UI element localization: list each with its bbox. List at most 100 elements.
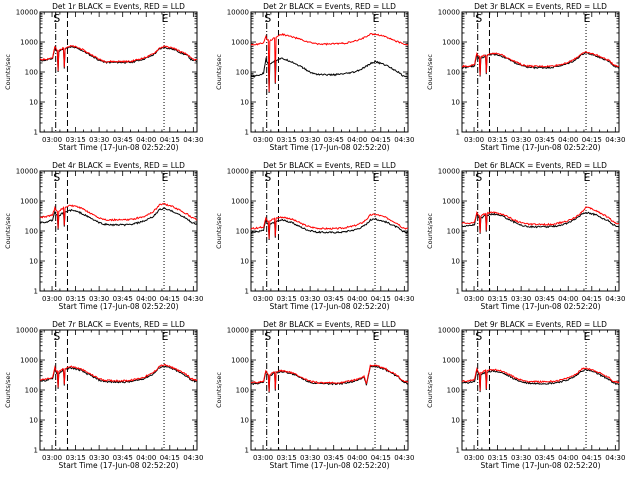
y-tick-label: 1 <box>34 129 38 137</box>
marker-label: E <box>373 12 380 25</box>
marker-label: S <box>53 12 60 25</box>
x-tick-label: 03:30 <box>300 454 320 462</box>
x-tick-label: 04:30 <box>183 454 203 462</box>
y-tick-label: 10000 <box>16 168 38 176</box>
marker-label: S <box>475 330 482 343</box>
x-axis-label: Start Time (17-Jun-08 02:52:20) <box>481 143 601 152</box>
y-tick-label: 10 <box>451 417 460 425</box>
x-tick-label: 04:15 <box>582 295 602 303</box>
marker-label: S <box>53 171 60 184</box>
x-tick-label: 03:15 <box>276 295 296 303</box>
x-axis-label: Start Time (17-Jun-08 02:52:20) <box>481 302 601 311</box>
x-tick-label: 03:15 <box>65 295 85 303</box>
y-tick-label: 10000 <box>16 9 38 17</box>
chart-panel-2: Det 2r BLACK = Events, RED = LLD 1 10 100 10… <box>215 2 414 152</box>
chart-title: Det 3r BLACK = Events, RED = LLD <box>474 2 607 11</box>
x-tick-label: 03:30 <box>89 136 109 144</box>
y-tick-label: 1000 <box>231 198 249 206</box>
y-tick-label: 10 <box>29 258 38 266</box>
marker-label: S <box>264 12 271 25</box>
y-tick-label: 1000 <box>20 198 38 206</box>
x-tick-label: 03:00 <box>464 454 484 462</box>
chart-title: Det 2r BLACK = Events, RED = LLD <box>263 2 396 11</box>
lld-series-line <box>39 363 198 388</box>
chart-panel-9: Det 9r BLACK = Events, RED = LLD 1 10 100 10… <box>426 320 625 470</box>
marker-label: S <box>264 171 271 184</box>
x-tick-label: 03:45 <box>113 454 133 462</box>
marker-label: E <box>162 12 169 25</box>
x-tick-label: 04:15 <box>160 295 180 303</box>
events-series-line <box>250 57 409 94</box>
chart-title: Det 1r BLACK = Events, RED = LLD <box>52 2 185 11</box>
y-tick-label: 1 <box>34 288 38 296</box>
chart-panel-8: Det 8r BLACK = Events, RED = LLD 1 10 100 10… <box>215 320 414 470</box>
x-tick-label: 04:30 <box>183 295 203 303</box>
x-tick-label: 04:15 <box>160 454 180 462</box>
x-axis-label: Start Time (17-Jun-08 02:52:20) <box>59 461 179 470</box>
lld-series-line <box>461 51 620 76</box>
x-tick-label: 03:45 <box>535 454 555 462</box>
marker-label: E <box>373 330 380 343</box>
lld-series-line <box>461 206 620 233</box>
x-tick-label: 03:45 <box>535 295 555 303</box>
y-tick-label: 1 <box>456 129 460 137</box>
x-tick-label: 03:45 <box>535 136 555 144</box>
lld-series-line <box>461 367 620 391</box>
marker-label: E <box>584 12 591 25</box>
x-tick-label: 04:00 <box>347 136 367 144</box>
x-tick-label: 04:15 <box>160 136 180 144</box>
x-tick-label: 03:00 <box>42 295 62 303</box>
y-tick-label: 1000 <box>20 357 38 365</box>
marker-label: E <box>584 171 591 184</box>
y-tick-label: 10000 <box>227 9 249 17</box>
x-tick-label: 04:00 <box>347 295 367 303</box>
chart-panel-4: Det 4r BLACK = Events, RED = LLD 1 10 100 10… <box>4 161 203 311</box>
x-tick-label: 04:00 <box>136 295 156 303</box>
y-axis-label: Counts/sec <box>4 213 12 249</box>
x-axis-label: Start Time (17-Jun-08 02:52:20) <box>270 143 390 152</box>
x-tick-label: 04:15 <box>371 136 391 144</box>
x-tick-label: 04:15 <box>371 295 391 303</box>
x-tick-label: 03:15 <box>65 454 85 462</box>
y-tick-label: 10 <box>29 99 38 107</box>
lld-series-line <box>250 32 409 92</box>
x-tick-label: 03:30 <box>300 136 320 144</box>
y-axis-label: Counts/sec <box>426 54 434 90</box>
x-tick-label: 03:15 <box>487 295 507 303</box>
y-tick-label: 10 <box>451 258 460 266</box>
y-tick-label: 1 <box>245 129 249 137</box>
chart-panel-7: Det 7r BLACK = Events, RED = LLD 1 10 100 10… <box>4 320 203 470</box>
y-tick-label: 1000 <box>442 357 460 365</box>
y-tick-label: 1000 <box>231 357 249 365</box>
chart-panel-5: Det 5r BLACK = Events, RED = LLD 1 10 100 10… <box>215 161 414 311</box>
x-tick-label: 04:30 <box>394 454 414 462</box>
x-tick-label: 03:30 <box>511 136 531 144</box>
x-tick-label: 03:00 <box>253 136 273 144</box>
chart-title: Det 4r BLACK = Events, RED = LLD <box>52 161 185 170</box>
y-tick-label: 100 <box>25 69 38 77</box>
marker-label: E <box>373 171 380 184</box>
x-tick-label: 03:15 <box>276 454 296 462</box>
chart-title: Det 5r BLACK = Events, RED = LLD <box>263 161 396 170</box>
chart-title: Det 8r BLACK = Events, RED = LLD <box>263 320 396 329</box>
x-tick-label: 03:15 <box>65 136 85 144</box>
x-tick-label: 04:15 <box>582 136 602 144</box>
x-axis-label: Start Time (17-Jun-08 02:52:20) <box>270 302 390 311</box>
x-axis-label: Start Time (17-Jun-08 02:52:20) <box>59 302 179 311</box>
y-tick-label: 1 <box>456 447 460 455</box>
x-tick-label: 04:30 <box>605 454 625 462</box>
x-tick-label: 03:30 <box>300 295 320 303</box>
chart-title: Det 9r BLACK = Events, RED = LLD <box>474 320 607 329</box>
y-tick-label: 100 <box>25 387 38 395</box>
x-axis-label: Start Time (17-Jun-08 02:52:20) <box>270 461 390 470</box>
y-tick-label: 1000 <box>442 39 460 47</box>
events-series-line <box>461 211 620 234</box>
x-tick-label: 03:00 <box>42 454 62 462</box>
x-tick-label: 03:00 <box>464 136 484 144</box>
x-tick-label: 04:00 <box>558 295 578 303</box>
y-tick-label: 10 <box>240 417 249 425</box>
x-tick-label: 04:00 <box>558 454 578 462</box>
x-tick-label: 03:45 <box>324 295 344 303</box>
y-axis-label: Counts/sec <box>215 372 223 408</box>
